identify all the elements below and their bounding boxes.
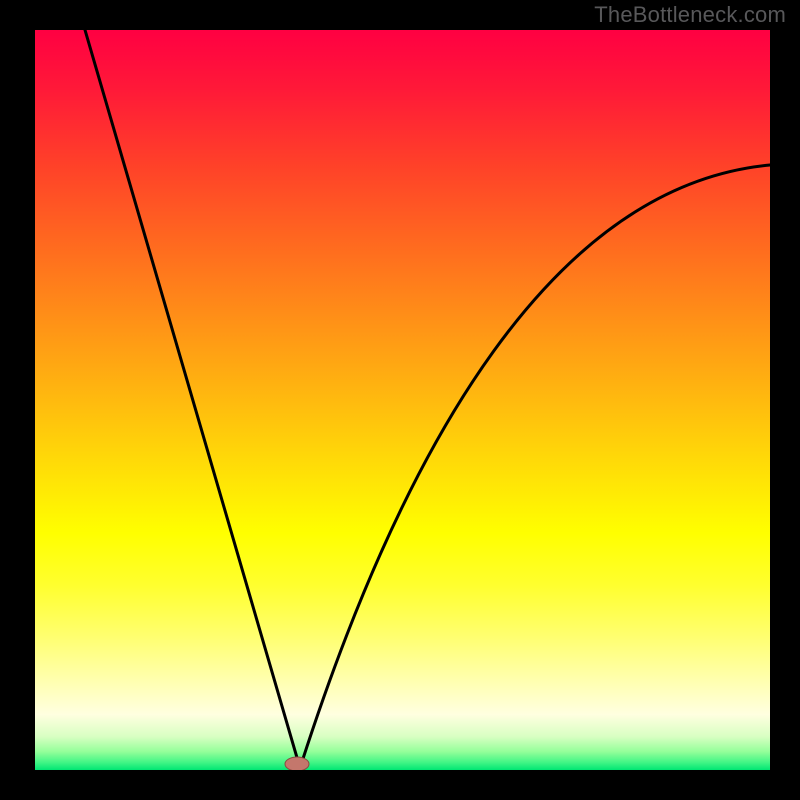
- curve-svg: [35, 30, 770, 770]
- gradient-background: [35, 30, 770, 770]
- cusp-marker: [285, 757, 309, 770]
- watermark-text: TheBottleneck.com: [594, 2, 786, 28]
- plot-area: [35, 30, 770, 770]
- chart-canvas: TheBottleneck.com: [0, 0, 800, 800]
